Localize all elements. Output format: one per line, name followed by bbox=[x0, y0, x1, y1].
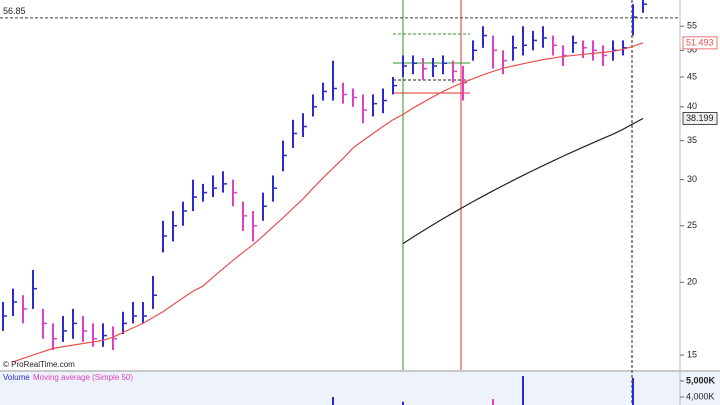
moving-average bbox=[12, 42, 644, 363]
volume-panel bbox=[0, 371, 720, 405]
y-tick-label: 15 bbox=[687, 349, 697, 359]
volume-bar bbox=[522, 376, 524, 405]
y-tick-label: 30 bbox=[687, 174, 697, 184]
y-tick-label: 25 bbox=[687, 220, 697, 230]
volume-title: Volume bbox=[3, 373, 30, 382]
moving-average bbox=[402, 117, 644, 245]
volume-subtitle: Moving average (Simple 50) bbox=[33, 373, 133, 382]
y-tick-label: 40 bbox=[687, 101, 697, 111]
price-label-box bbox=[682, 36, 718, 50]
volume-tick-label: 5,000K bbox=[686, 375, 716, 385]
volume-bar bbox=[332, 396, 334, 405]
volume-tick-label: 4,000K bbox=[686, 391, 715, 401]
y-tick-label: 50 bbox=[687, 45, 697, 55]
y-tick-label: 20 bbox=[687, 277, 697, 287]
y-tick-label: 45 bbox=[687, 71, 697, 81]
price-layer bbox=[2, 0, 647, 363]
price-label-box bbox=[682, 112, 718, 125]
volume-bar bbox=[492, 399, 494, 405]
volume-bar bbox=[632, 377, 634, 405]
y-tick-label: 55 bbox=[687, 21, 697, 31]
last-price-label: 56.85 bbox=[3, 6, 26, 16]
y-tick-label: 35 bbox=[687, 135, 697, 145]
price-label: 51.493 bbox=[686, 37, 714, 47]
volume-bar bbox=[402, 401, 404, 405]
axes: 15 20 25 30 35 40 45 50 55 51.493 38.199 56.85 5,000… bbox=[0, 6, 718, 401]
price-label: 38.199 bbox=[686, 113, 714, 123]
watermark: © ProRealTime.com bbox=[3, 360, 75, 369]
volume-layer bbox=[332, 376, 634, 405]
